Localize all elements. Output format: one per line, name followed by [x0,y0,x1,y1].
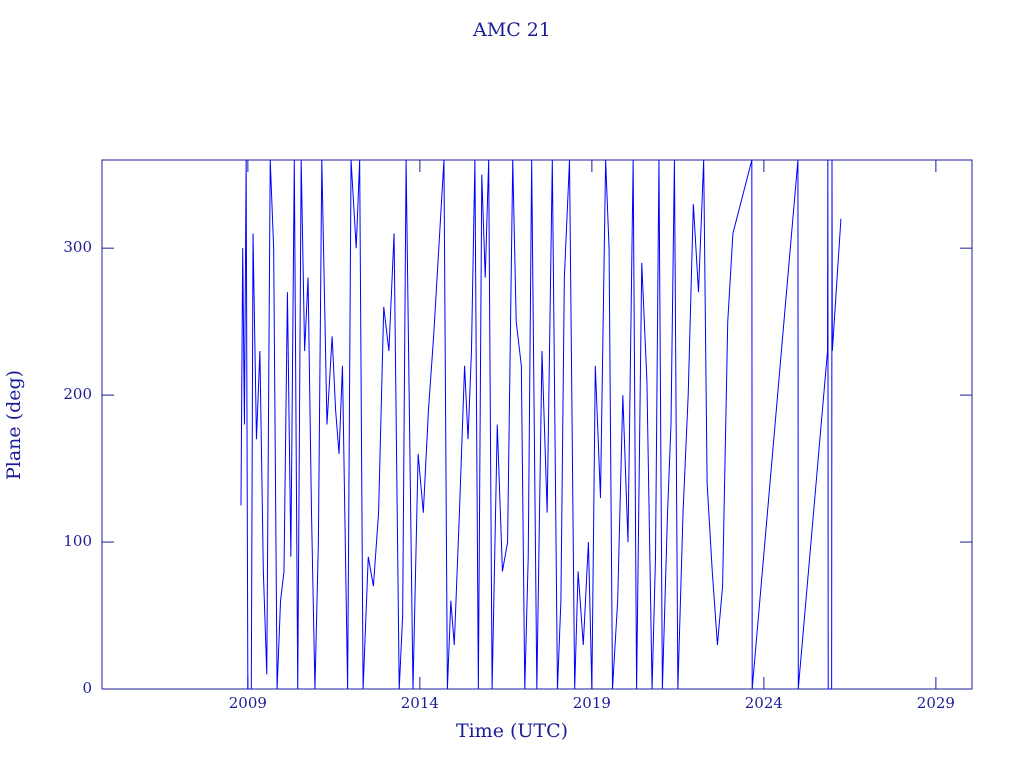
y-tick-label: 200 [63,385,92,403]
x-tick-label: 2019 [573,694,611,712]
x-tick-label: 2029 [917,694,955,712]
x-tick-label: 2009 [229,694,267,712]
data-line [240,159,842,690]
x-tick-label: 2024 [745,694,783,712]
y-tick-label: 0 [82,679,92,697]
y-tick-label: 100 [63,532,92,550]
x-tick-label: 2014 [401,694,439,712]
y-tick-label: 300 [63,238,92,256]
chart-title: AMC 21 [472,19,551,41]
x-axis-label: Time (UTC) [456,720,568,742]
y-axis-label: Plane (deg) [3,370,25,480]
